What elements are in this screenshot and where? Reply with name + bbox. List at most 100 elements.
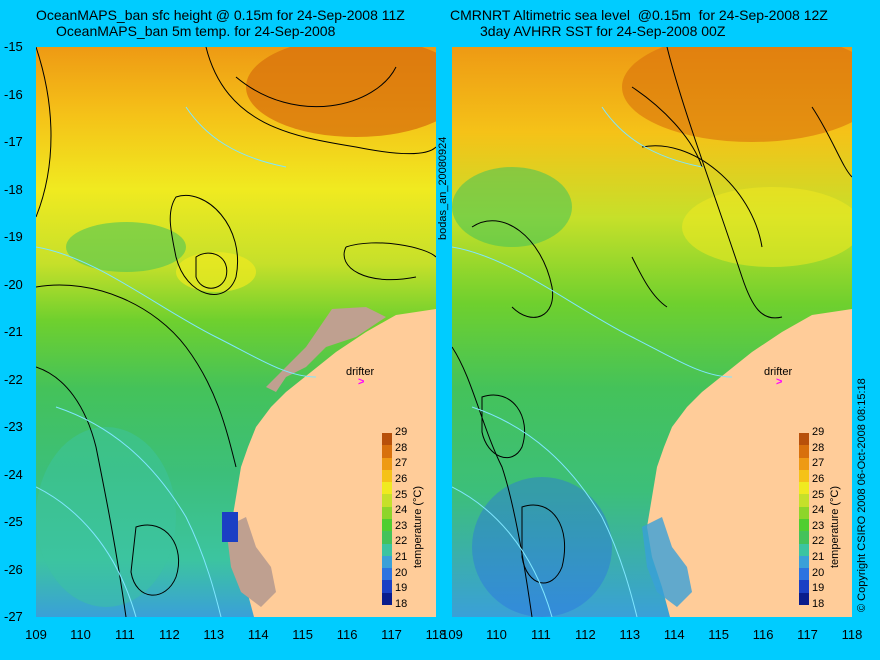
center-run-label: bodas_an_20080924 xyxy=(437,136,449,240)
colorbar-tick: 20 xyxy=(395,566,408,579)
colorbar-tick: 26 xyxy=(395,472,408,485)
colorbar-swatch xyxy=(382,592,392,606)
right-warm-band xyxy=(682,187,852,267)
colorbar-tick: 21 xyxy=(812,551,825,564)
colorbar-swatch xyxy=(382,469,392,483)
right-map-panel xyxy=(452,47,852,617)
colorbar-swatch xyxy=(382,531,392,545)
colorbar-swatch xyxy=(799,543,809,557)
colorbar-swatch xyxy=(382,445,392,459)
longitude-tick: 115 xyxy=(292,627,314,642)
colorbar-swatch xyxy=(799,531,809,545)
right-title-line2: 3day AVHRR SST for 24-Sep-2008 00Z xyxy=(480,23,726,39)
colorbar-tick: 24 xyxy=(812,504,825,517)
longitude-tick: 109 xyxy=(25,627,47,642)
left-height-contours xyxy=(36,47,436,617)
colorbar-swatch xyxy=(382,580,392,594)
copyright-timestamp-label: © Copyright CSIRO 2008 06-Oct-2008 08:15… xyxy=(856,378,868,612)
left-warm-eddy xyxy=(176,252,256,292)
colorbar-tick: 23 xyxy=(395,519,408,532)
left-bathymetry-contours xyxy=(36,106,317,617)
colorbar-swatch xyxy=(799,580,809,594)
longitude-tick: 110 xyxy=(486,627,507,642)
left-cool-band xyxy=(66,222,186,272)
left-warm-patch xyxy=(246,47,436,137)
left-map-panel xyxy=(36,47,436,617)
colorbar-tick: 25 xyxy=(812,488,825,501)
colorbar-swatch xyxy=(799,519,809,532)
latitude-tick: -27 xyxy=(4,609,23,624)
longitude-tick: 113 xyxy=(619,627,641,642)
longitude-tick: 111 xyxy=(114,627,135,642)
colorbar-swatch xyxy=(799,555,809,569)
colorbar-swatch xyxy=(382,543,392,557)
colorbar-swatch xyxy=(799,568,809,581)
longitude-tick: 110 xyxy=(70,627,91,642)
left-cool-south xyxy=(36,427,176,607)
left-drifter-label: drifter xyxy=(346,366,375,378)
longitude-tick: 114 xyxy=(247,627,269,642)
colorbar-tick: 19 xyxy=(395,582,408,595)
colorbar-swatch xyxy=(382,519,392,532)
longitude-tick: 109 xyxy=(441,627,463,642)
colorbar-tick: 29 xyxy=(395,426,408,438)
right-shark-bay-water xyxy=(642,517,692,607)
left-shark-bay-land xyxy=(226,517,276,607)
colorbar-swatch xyxy=(382,506,392,520)
colorbar-tick: 26 xyxy=(812,472,825,485)
longitude-tick: 116 xyxy=(336,627,358,642)
left-map-svg xyxy=(36,47,436,617)
colorbar-swatch xyxy=(799,457,809,471)
longitude-tick: 112 xyxy=(158,627,180,642)
colorbar-swatch xyxy=(382,457,392,471)
colorbar-swatch xyxy=(382,494,392,508)
colorbar-tick: 18 xyxy=(812,598,825,610)
longitude-tick: 111 xyxy=(530,627,551,642)
colorbar-title: temperature (°C) xyxy=(412,485,424,568)
colorbar-swatch xyxy=(382,568,392,581)
colorbar-swatch xyxy=(799,494,809,508)
colorbar-tick: 22 xyxy=(812,535,825,548)
right-drifter-label: drifter xyxy=(764,366,793,378)
left-coastal-shelf-land xyxy=(266,307,386,392)
colorbar-swatch xyxy=(799,445,809,459)
longitude-tick: 117 xyxy=(797,627,818,642)
latitude-tick: -18 xyxy=(4,181,23,197)
right-bathymetry-contours xyxy=(452,106,733,617)
left-drifter-marker: > xyxy=(358,376,365,388)
latitude-tick: -25 xyxy=(4,514,23,529)
colorbar-swatch xyxy=(382,433,392,446)
colorbar-tick: 22 xyxy=(395,535,408,548)
right-height-contours xyxy=(452,47,852,617)
left-cold-pixel-patch xyxy=(222,512,238,542)
right-drifter-marker: > xyxy=(776,376,783,388)
colorbar-swatch xyxy=(799,592,809,606)
latitude-tick: -23 xyxy=(4,419,23,434)
colorbar-tick: 27 xyxy=(395,457,408,470)
latitude-tick: -16 xyxy=(4,86,23,102)
latitude-tick: -20 xyxy=(4,276,23,292)
latitude-tick: -17 xyxy=(4,134,23,149)
colorbar-tick: 29 xyxy=(812,426,825,438)
colorbar-title: temperature (°C) xyxy=(829,485,841,568)
left-title-line1: OceanMAPS_ban sfc height @ 0.15m for 24-… xyxy=(36,7,405,23)
colorbar-swatch xyxy=(799,506,809,520)
colorbar-swatch xyxy=(799,482,809,495)
colorbar-tick: 27 xyxy=(812,457,825,470)
latitude-tick: -22 xyxy=(4,371,23,387)
latitude-tick: -19 xyxy=(4,229,23,244)
longitude-tick: 115 xyxy=(708,627,730,642)
longitude-tick: 118 xyxy=(841,627,863,642)
colorbar-tick: 21 xyxy=(395,551,408,564)
right-map-svg xyxy=(452,47,852,617)
colorbar-tick: 19 xyxy=(812,582,825,595)
left-title-line2: OceanMAPS_ban 5m temp. for 24-Sep-2008 xyxy=(56,23,336,39)
latitude-tick: -21 xyxy=(4,324,23,339)
longitude-tick: 118 xyxy=(425,627,447,642)
colorbar-tick: 28 xyxy=(812,441,825,454)
colorbar-tick: 25 xyxy=(395,488,408,501)
right-warm-patch xyxy=(622,47,852,142)
latitude-tick: -26 xyxy=(4,561,23,577)
longitude-tick: 117 xyxy=(381,627,402,642)
latitude-tick: -24 xyxy=(4,466,23,482)
